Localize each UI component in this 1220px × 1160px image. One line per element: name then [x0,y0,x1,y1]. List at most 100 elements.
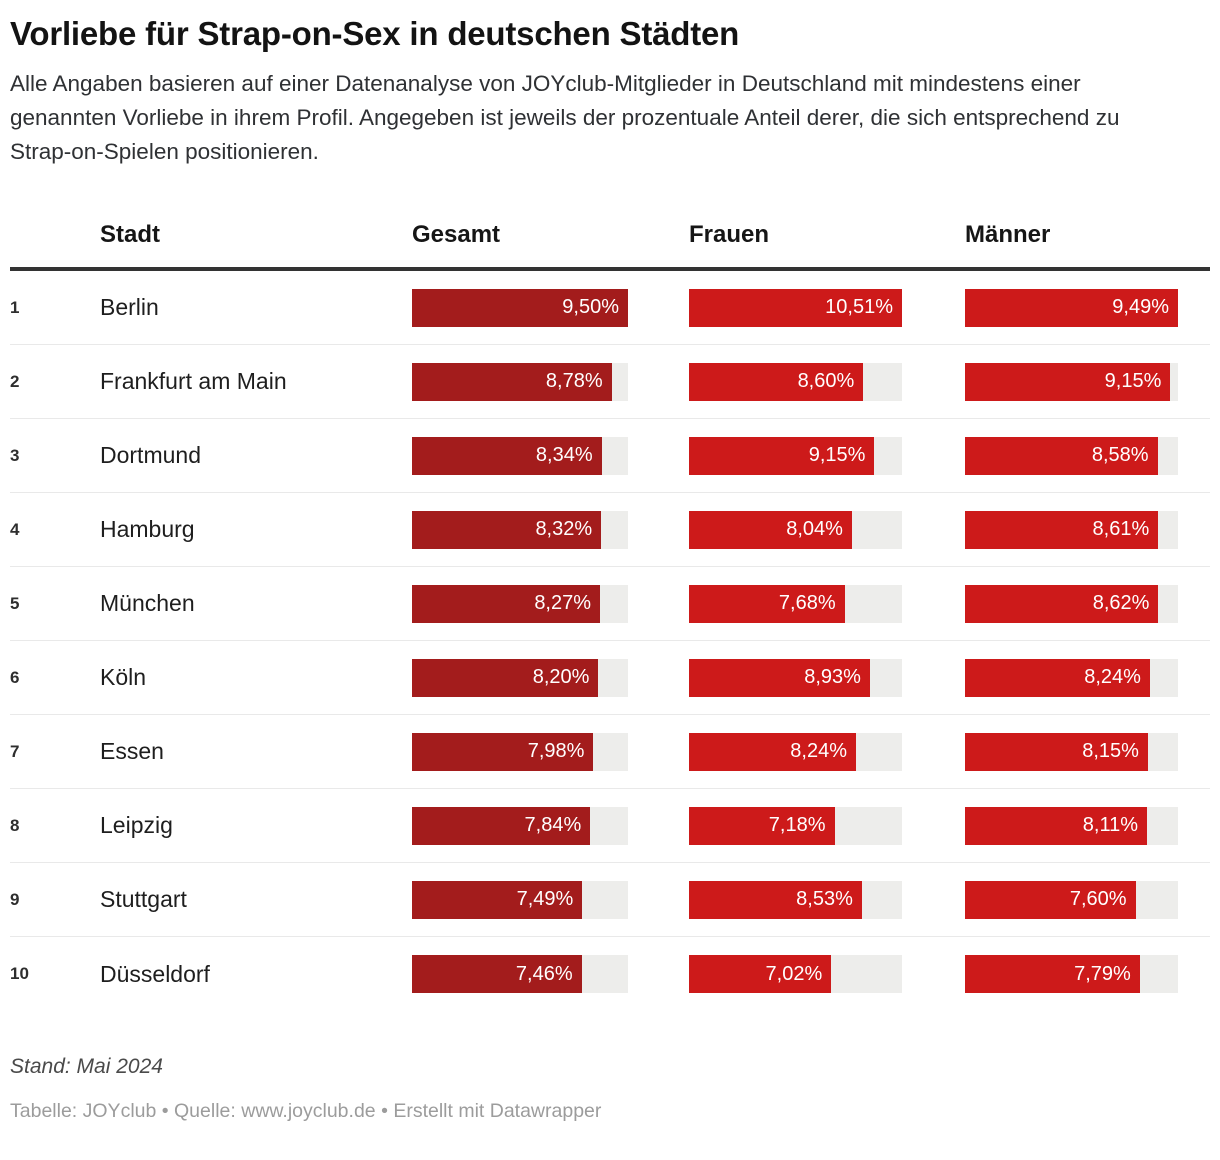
maenner-bar: 9,15% [965,362,1171,401]
gesamt-cell: 8,27% [412,584,689,623]
maenner-bar: 8,62% [965,584,1159,623]
frauen-bar-track: 8,53% [689,880,902,919]
city-label: Essen [100,738,164,764]
attribution-source-label: Quelle: [174,1100,236,1122]
frauen-bar: 9,15% [689,436,875,475]
frauen-cell: 7,68% [689,584,965,623]
frauen-cell: 8,93% [689,658,965,697]
table-row: 1 Berlin 9,50% 10,51% 9,49% [10,271,1210,345]
row-rank: 3 [10,445,20,465]
gesamt-bar-track: 7,84% [412,806,628,845]
chart-container: Vorliebe für Strap-on-Sex in deutschen S… [0,14,1220,1123]
bar-value-label: 7,68% [778,592,836,614]
gesamt-bar: 7,98% [412,732,594,771]
frauen-bar-track: 8,60% [689,362,902,401]
maenner-bar-track: 9,15% [965,362,1178,401]
gesamt-bar-track: 7,98% [412,732,628,771]
row-rank: 8 [10,815,20,835]
frauen-cell: 8,60% [689,362,965,401]
bar-value-label: 7,02% [765,962,823,985]
maenner-bar: 8,61% [965,510,1159,549]
attribution-source-link[interactable]: www.joyclub.de [241,1100,376,1122]
row-rank: 5 [10,593,20,613]
frauen-cell: 9,15% [689,436,965,475]
attribution-table-label: Tabelle: [10,1100,78,1122]
gesamt-cell: 8,32% [412,510,689,549]
table-row: 10 Düsseldorf 7,46% 7,02% 7,79% [10,937,1210,1011]
frauen-bar-track: 7,68% [689,584,902,623]
gesamt-cell: 7,98% [412,732,689,771]
bar-value-label: 8,60% [797,370,855,392]
bar-value-label: 7,60% [1069,888,1127,910]
table-header: Stadt Gesamt Frauen Männer [10,221,1210,271]
frauen-bar-track: 8,93% [689,658,902,697]
table-row: 7 Essen 7,98% 8,24% 8,15% [10,715,1210,789]
column-header-maenner: Männer [965,221,1051,248]
gesamt-cell: 8,20% [412,658,689,697]
frauen-bar-track: 10,51% [689,288,902,327]
maenner-bar-track: 8,61% [965,510,1178,549]
bar-value-label: 9,49% [1112,296,1169,318]
frauen-bar: 8,04% [689,510,852,549]
column-header-gesamt: Gesamt [412,221,501,248]
gesamt-cell: 9,50% [412,288,689,327]
maenner-cell: 7,60% [965,880,1210,919]
maenner-cell: 8,24% [965,658,1210,697]
frauen-cell: 7,02% [689,955,965,993]
table-row: 4 Hamburg 8,32% 8,04% 8,61% [10,493,1210,567]
city-label: Düsseldorf [100,960,210,987]
frauen-cell: 7,18% [689,806,965,845]
frauen-bar: 8,24% [689,732,856,771]
column-header-stadt: Stadt [100,221,160,248]
ranking-table: Stadt Gesamt Frauen Männer 1 Berlin 9,50% 1… [10,221,1210,1011]
gesamt-bar-track: 7,49% [412,880,628,919]
table-body: 1 Berlin 9,50% 10,51% 9,49% 2 Frankfurt am Mai… [10,271,1210,1011]
bar-value-label: 10,51% [825,296,893,318]
bar-value-label: 8,62% [1092,592,1150,614]
bar-value-label: 7,49% [516,888,574,910]
table-row: 6 Köln 8,20% 8,93% 8,24% [10,641,1210,715]
maenner-bar: 8,15% [965,732,1148,771]
maenner-bar: 7,79% [965,955,1140,993]
gesamt-bar: 8,34% [412,436,602,475]
maenner-bar-track: 7,60% [965,880,1178,919]
bar-value-label: 9,15% [1104,370,1162,392]
frauen-cell: 8,24% [689,732,965,771]
table-row: 5 München 8,27% 7,68% 8,62% [10,567,1210,641]
gesamt-bar: 7,84% [412,806,591,845]
row-rank: 6 [10,667,20,687]
frauen-bar: 8,60% [689,362,864,401]
frauen-bar: 8,93% [689,658,870,697]
maenner-bar-track: 8,15% [965,732,1178,771]
table-row: 3 Dortmund 8,34% 9,15% 8,58% [10,419,1210,493]
gesamt-bar-track: 8,78% [412,362,628,401]
city-label: Leipzig [100,812,173,838]
frauen-cell: 10,51% [689,288,965,327]
frauen-bar: 10,51% [689,288,902,327]
bar-value-label: 8,61% [1092,518,1150,540]
gesamt-bar-track: 8,27% [412,584,628,623]
gesamt-cell: 7,84% [412,806,689,845]
city-label: Berlin [100,294,159,320]
frauen-bar: 7,18% [689,806,835,845]
attribution-datawrapper-link[interactable]: Erstellt mit Datawrapper [393,1100,602,1122]
page-title: Vorliebe für Strap-on-Sex in deutschen S… [10,15,740,52]
gesamt-bar: 7,49% [412,880,583,919]
row-rank: 2 [10,371,20,391]
attribution-table-link[interactable]: JOYclub [82,1100,157,1122]
gesamt-bar: 9,50% [412,288,628,327]
gesamt-cell: 8,34% [412,436,689,475]
frauen-bar-track: 7,18% [689,806,902,845]
frauen-bar-track: 8,24% [689,732,902,771]
gesamt-bar: 8,78% [412,362,612,401]
maenner-cell: 7,79% [965,955,1210,993]
maenner-cell: 8,61% [965,510,1210,549]
table-row: 2 Frankfurt am Main 8,78% 8,60% 9,15% [10,345,1210,419]
maenner-bar-track: 9,49% [965,288,1178,327]
bar-value-label: 7,79% [1074,962,1131,985]
gesamt-bar-track: 9,50% [412,288,628,327]
frauen-bar-track: 9,15% [689,436,902,475]
city-label: Stuttgart [100,886,187,912]
maenner-cell: 8,58% [965,436,1210,475]
gesamt-bar-track: 8,34% [412,436,628,475]
